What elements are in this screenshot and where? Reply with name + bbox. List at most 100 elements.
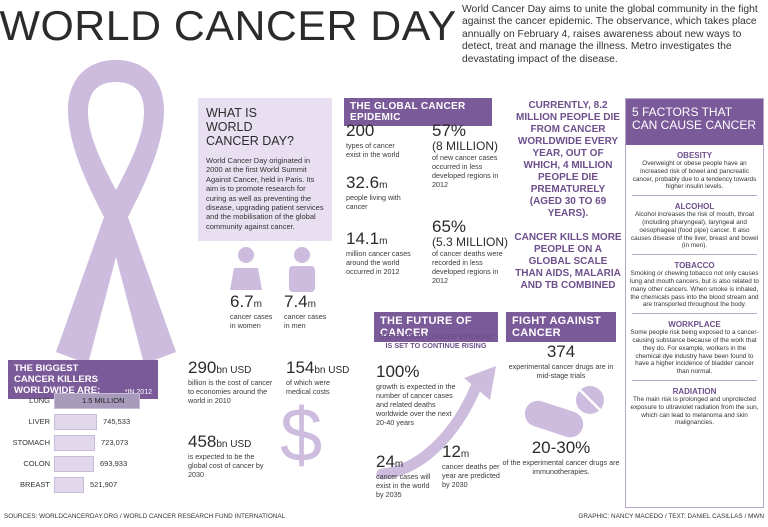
killer-value: 723,073	[101, 438, 129, 447]
stat-men-unit: m	[307, 299, 316, 310]
stat-women-text: cancer cases in women	[230, 312, 273, 330]
stat-living: 32.6m people living with cancer	[346, 173, 426, 211]
stat-cases-2012-text: million cancer cases around the world oc…	[346, 249, 411, 276]
factor-item: TOBACCO Smoking or chewing tobacco not on…	[626, 254, 763, 309]
future-cases-number: 24	[376, 452, 395, 471]
killer-bar	[54, 393, 140, 409]
future-deaths: 12m cancer deaths per year are predicted…	[442, 442, 500, 489]
killer-label: BREAST	[19, 480, 50, 489]
epidemic-heading: THE GLOBAL CANCER EPIDEMIC	[344, 98, 492, 126]
factor-title: OBESITY	[676, 151, 713, 160]
killers-list: LUNG 1.5 MILLION LIVER 745,533 STOMACH 723,07…	[8, 392, 166, 502]
stat-new-cases-sub: (8 MILLION)	[432, 139, 499, 153]
factor-item: OBESITY Overweight or obese people have a…	[626, 151, 763, 191]
factor-title: TOBACCO	[674, 261, 715, 271]
cost-2030: 458bn USD is expected to be the global c…	[188, 432, 282, 479]
killer-value: 745,533	[103, 417, 131, 426]
stat-cases-2012: 14.1m million cancer cases around the wo…	[346, 229, 424, 276]
factor-divider	[632, 379, 757, 381]
future-cases-unit: m	[394, 459, 404, 470]
killer-bar	[54, 414, 97, 430]
future-deaths-number: 12	[442, 442, 461, 461]
stat-new-cases-number: 57%	[432, 121, 467, 140]
page-title: WORLD CANCER DAY	[0, 2, 457, 49]
man-icon	[289, 247, 315, 292]
stat-deaths-text: of cancer deaths were recorded in less d…	[432, 249, 503, 285]
killers-title: THE BIGGEST CANCER KILLERS WORLDWIDE ARE…	[14, 363, 101, 396]
stat-deaths: 65% (5.3 MILLION) of cancer deaths were …	[432, 217, 516, 285]
factors-list: OBESITY Overweight or obese people have a…	[626, 151, 763, 427]
cost-2010-unit: bn USD	[216, 365, 252, 376]
factor-title: ALCOHOL	[674, 202, 715, 212]
stat-deaths-sub: (5.3 MILLION)	[432, 235, 509, 249]
cost-2030-number: 458	[188, 432, 217, 451]
fight-trials: 374 experimental cancer drugs are in mid…	[506, 342, 616, 380]
factor-text: Overweight or obese people have an incre…	[632, 160, 757, 191]
footer-credits: GRAPHIC: NANCY MACEDO / TEXT: DANIEL CAS…	[578, 513, 764, 520]
factor-item: RADIATION The main risk is prolonged and …	[626, 379, 763, 427]
stat-types: 200 types of cancer exist in the world	[346, 121, 426, 159]
factor-text: The main risk is prolonged and unprotect…	[630, 395, 759, 427]
factor-item: ALCOHOL Alcohol increases the risk of mou…	[626, 195, 763, 250]
killer-label: COLON	[23, 459, 50, 468]
killers-note: *IN 2012	[125, 389, 152, 396]
stat-women: 6.7m cancer cases in women	[230, 292, 278, 330]
future-growth-text: growth is expected in the number of canc…	[376, 382, 456, 427]
stat-men: 7.4m cancer cases in men	[284, 292, 332, 330]
factor-item: WORKPLACE Some people risk being exposed …	[626, 313, 763, 376]
dollar-icon: $	[280, 393, 323, 478]
stat-women-number: 6.7	[230, 292, 254, 311]
ribbon-icon	[56, 60, 176, 364]
stat-cases-2012-unit: m	[379, 236, 388, 247]
cost-medical-text: of which were medical costs	[286, 378, 330, 396]
killer-bar	[54, 477, 84, 493]
stat-women-unit: m	[253, 299, 262, 310]
stat-living-unit: m	[379, 180, 388, 191]
fight-immuno-number: 20-30%	[531, 438, 591, 457]
killer-value: 693,933	[100, 459, 128, 468]
factor-title: RADIATION	[672, 386, 717, 396]
killer-row: LUNG 1.5 MILLION	[8, 392, 166, 410]
cost-2030-unit: bn USD	[216, 439, 252, 450]
fight-trials-number: 374	[546, 342, 576, 361]
cost-medical-unit: bn USD	[314, 365, 350, 376]
stat-new-cases-text: of new cancer cases occurred in less dev…	[432, 153, 499, 189]
stat-living-text: people living with cancer	[346, 193, 401, 211]
fight-immuno-text: of the experimental cancer drugs are imm…	[502, 458, 620, 476]
future-deaths-text: cancer deaths per year are predicted by …	[442, 462, 500, 489]
factor-divider	[632, 195, 757, 197]
intro-text: World Cancer Day aims to unite the globa…	[462, 4, 758, 65]
deaths-statement: CURRENTLY, 8.2 MILLION PEOPLE DIE FROM C…	[514, 100, 622, 220]
fight-heading: FIGHT AGAINST CANCER	[506, 312, 616, 342]
stat-men-text: cancer cases in men	[284, 312, 327, 330]
stat-living-number: 32.6	[346, 173, 380, 192]
factor-divider	[632, 313, 757, 315]
future-cases-text: cancer cases will exist in the world by …	[376, 472, 431, 499]
stat-cases-2012-number: 14.1	[346, 229, 380, 248]
killer-label: LIVER	[28, 417, 50, 426]
woman-icon	[230, 247, 262, 290]
future-sub: THE GLOBAL CANCER EPIDEMIC IS SET TO CON…	[377, 332, 495, 350]
cost-2030-text: is expected to be the global cost of can…	[188, 452, 264, 479]
what-is-heading: WHAT IS WORLD CANCER DAY?	[206, 106, 294, 148]
factor-divider	[632, 254, 757, 256]
killer-row: STOMACH 723,073	[8, 434, 166, 452]
factors-panel: 5 FACTORS THAT CAN CAUSE CANCER OBESITY O…	[625, 98, 764, 508]
factor-title: WORKPLACE	[668, 320, 721, 330]
pills-icon	[524, 386, 604, 438]
future-cases: 24m cancer cases will exist in the world…	[376, 452, 438, 499]
what-is-box: WHAT IS WORLD CANCER DAY? World Cancer D…	[198, 98, 332, 241]
killer-row: COLON 693,933	[8, 455, 166, 473]
deaths-text-1: CURRENTLY, 8.2 MILLION PEOPLE DIE FROM C…	[516, 100, 620, 219]
deaths-text-2: CANCER KILLS MORE PEOPLE ON A GLOBAL SCA…	[514, 232, 622, 291]
cost-2010-text: billion is the cost of cancer to economi…	[188, 378, 273, 405]
factor-text: Smoking or chewing tobacco not only caus…	[630, 270, 759, 309]
stat-types-text: types of cancer exist in the world	[346, 141, 400, 159]
killer-label: LUNG	[29, 396, 50, 405]
killer-bar	[54, 435, 95, 451]
killer-label: STOMACH	[12, 438, 50, 447]
cost-medical-number: 154	[286, 358, 315, 377]
factor-text: Some people risk being exposed to a canc…	[630, 329, 759, 376]
stat-types-number: 200	[346, 121, 375, 140]
future-deaths-unit: m	[460, 449, 470, 460]
